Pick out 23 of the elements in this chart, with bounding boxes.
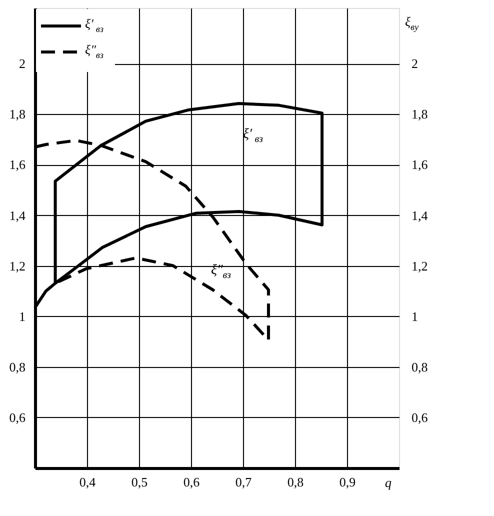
y2-tick-label: 1,8 [412,106,428,122]
y2-tick-label: 2 [412,56,418,72]
y-tick-label: 1,2 [9,258,26,274]
x-tick-label: 0,9 [339,474,356,490]
x-axis-title: q [385,475,392,490]
y2-tick-label: 0,8 [412,359,428,374]
y2-tick-label: 1,4 [412,208,428,223]
x-tick-label: 0,4 [79,474,96,490]
y-tick-label: 0,8 [9,359,26,374]
y-tick-label: 1,8 [9,106,26,122]
y-tick-label: 0,6 [9,410,26,425]
y-tick-label: 2 [19,56,26,72]
x-tick-label: 0,6 [183,474,200,490]
x-tick-label: 0,7 [235,474,252,490]
y-tick-label: 1,6 [9,157,26,172]
x-tick-label: 0,8 [287,474,304,490]
y2-tick-label: 1 [412,308,418,324]
y2-tick-label: 0,6 [412,410,428,425]
y2-tick-label: 1,2 [412,258,428,274]
y-tick-label: 1,4 [9,208,26,223]
y2-tick-label: 1,6 [412,157,428,172]
y-tick-label: 1 [19,308,26,324]
x-tick-label: 0,5 [131,474,148,490]
